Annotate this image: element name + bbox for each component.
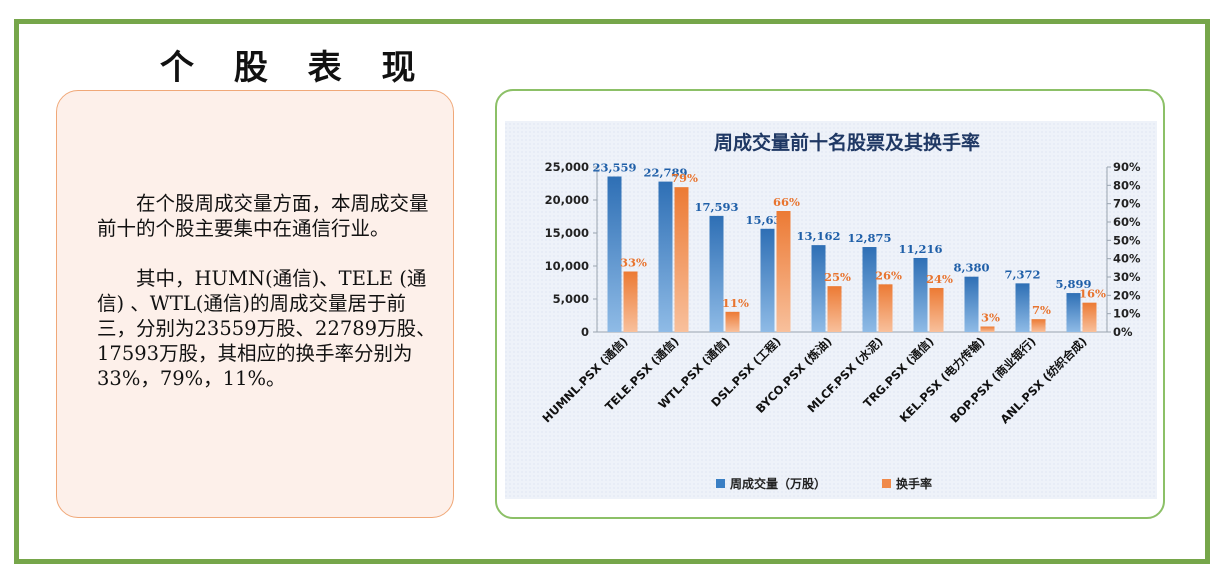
volume-data-label: 17,593 — [694, 200, 738, 214]
turnover-data-label: 25% — [824, 270, 851, 284]
turnover-data-label: 66% — [773, 195, 800, 209]
volume-bar — [913, 257, 928, 332]
volume-turnover-chart: 周成交量前十名股票及其换手率 0 5,000 10,000 15,000 20,000 2… — [505, 121, 1157, 499]
volume-data-label: 13,162 — [796, 229, 840, 243]
y-right-tick-label: 90% — [1113, 160, 1141, 174]
chart-card: 周成交量前十名股票及其换手率 0 5,000 10,000 15,000 20,000 2… — [495, 89, 1165, 519]
legend-label-volume: 周成交量（万股） — [730, 476, 826, 491]
turnover-bar — [1031, 319, 1046, 332]
turnover-data-label: 24% — [926, 272, 953, 286]
turnover-data-label: 3% — [981, 311, 1000, 325]
y-left-tick-label: 0 — [581, 325, 589, 339]
volume-bar — [862, 247, 877, 332]
legend-label-turnover: 换手率 — [896, 476, 932, 491]
y-right-tick-label: 10% — [1113, 307, 1141, 321]
volume-bar — [1066, 293, 1081, 332]
turnover-bar — [1082, 302, 1097, 332]
volume-bar — [811, 245, 826, 332]
y-right-tick-label: 50% — [1113, 233, 1141, 247]
turnover-data-label: 33% — [620, 256, 647, 270]
turnover-bar — [776, 211, 791, 332]
y-right-tick-label: 60% — [1113, 215, 1141, 229]
turnover-data-label: 79% — [671, 171, 698, 185]
y-left-tick-label: 10,000 — [545, 259, 589, 273]
y-left-tick-label: 15,000 — [545, 226, 589, 240]
turnover-bar — [878, 284, 893, 332]
turnover-data-label: 26% — [875, 268, 902, 282]
outer-frame — [14, 19, 1210, 564]
summary-paragraph-1: 在个股周成交量方面，本周成交量前十的个股主要集中在通信行业。 — [97, 192, 429, 240]
turnover-data-label: 7% — [1032, 303, 1051, 317]
y-right-tick-label: 0% — [1113, 325, 1133, 339]
volume-data-label: 5,899 — [1055, 277, 1091, 291]
volume-data-label: 23,559 — [592, 161, 636, 175]
turnover-bar — [827, 286, 842, 332]
summary-paragraph-2: 其中，HUMN(通信)、TELE (通信) 、WTL(通信)的周成交量居于前三，… — [97, 267, 436, 390]
y-left-tick-label: 5,000 — [553, 292, 589, 306]
y-right-tick-label: 70% — [1113, 197, 1141, 211]
page-title: 个 股 表 现 — [160, 48, 430, 88]
volume-data-label: 8,380 — [953, 261, 989, 275]
y-right-tick-label: 30% — [1113, 270, 1141, 284]
volume-data-label: 11,216 — [898, 242, 942, 256]
volume-data-label: 7,372 — [1004, 267, 1040, 281]
y-right-tick-label: 80% — [1113, 178, 1141, 192]
y-right-tick-label: 20% — [1113, 288, 1141, 302]
volume-bar — [658, 181, 673, 332]
turnover-bar — [623, 271, 638, 332]
chart-title: 周成交量前十名股票及其换手率 — [714, 131, 980, 154]
volume-data-label: 22,789 — [643, 166, 687, 180]
turnover-bar — [929, 288, 944, 332]
volume-bar — [709, 215, 724, 332]
legend-swatch-volume — [716, 479, 725, 488]
volume-bar — [607, 176, 622, 332]
y-left-tick-label: 20,000 — [545, 193, 589, 207]
turnover-data-label: 16% — [1079, 287, 1106, 301]
turnover-bar — [674, 187, 689, 332]
y-left-tick-label: 25,000 — [545, 160, 589, 174]
volume-data-label: 12,875 — [847, 231, 891, 245]
turnover-bar — [725, 311, 740, 332]
y-right-tick-label: 40% — [1113, 252, 1141, 266]
volume-bar — [1015, 283, 1030, 332]
volume-bar — [964, 276, 979, 332]
legend-swatch-turnover — [882, 479, 891, 488]
summary-card: 在个股周成交量方面，本周成交量前十的个股主要集中在通信行业。 其中，HUMN(通… — [56, 90, 454, 518]
turnover-bar — [980, 326, 995, 332]
turnover-data-label: 11% — [722, 296, 749, 310]
volume-bar — [760, 228, 775, 332]
